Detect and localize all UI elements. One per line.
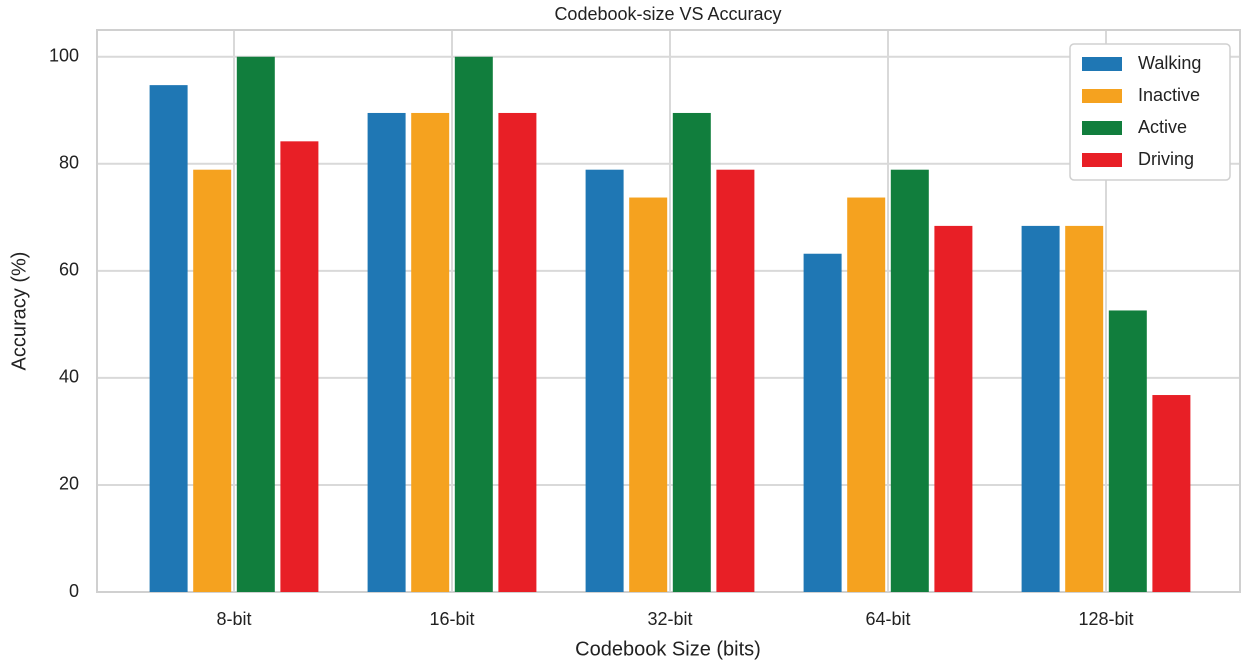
y-tick-label: 20 [59,474,79,494]
legend-label: Driving [1138,149,1194,169]
y-tick-label: 60 [59,260,79,280]
chart-title: Codebook-size VS Accuracy [554,4,781,24]
y-axis-label: Accuracy (%) [8,252,30,371]
bar [149,85,188,593]
bar [498,112,537,592]
x-tick-label: 8-bit [216,609,251,629]
x-tick-label: 64-bit [865,609,910,629]
bar [716,169,755,592]
bar [411,112,450,592]
bar [1065,225,1104,592]
legend-label: Inactive [1138,85,1200,105]
bar [193,169,232,592]
legend-label: Walking [1138,53,1201,73]
bar [454,56,493,593]
y-tick-label: 40 [59,367,79,387]
bar [1152,395,1191,592]
x-tick-label: 16-bit [429,609,474,629]
bar [236,56,275,593]
bar [672,112,711,592]
x-tick-label: 32-bit [647,609,692,629]
legend-swatch [1082,121,1122,135]
y-tick-label: 100 [49,46,79,66]
x-tick-label: 128-bit [1078,609,1133,629]
legend-swatch [1082,57,1122,71]
legend-swatch [1082,153,1122,167]
bar [585,169,624,592]
bar [1021,225,1060,592]
bar [934,225,973,592]
bar [1108,310,1147,592]
bar [367,112,406,592]
legend-label: Active [1138,117,1187,137]
bar [629,197,668,592]
bar [280,141,319,592]
bar [847,197,886,592]
bar [890,169,929,592]
bar [803,253,842,592]
y-tick-label: 0 [69,581,79,601]
y-tick-label: 80 [59,153,79,173]
x-axis-label: Codebook Size (bits) [575,638,761,660]
legend-box [1069,43,1231,181]
legend-swatch [1082,89,1122,103]
plot-frame [96,29,1241,593]
